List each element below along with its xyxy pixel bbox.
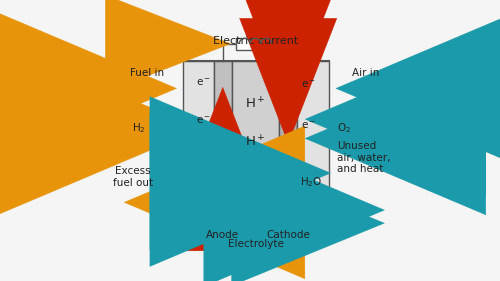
Text: H$_2$O: H$_2$O: [300, 175, 322, 189]
Text: Excess
fuel out: Excess fuel out: [113, 166, 153, 188]
Text: e$^-$: e$^-$: [196, 77, 212, 88]
Text: Fuel in: Fuel in: [130, 68, 164, 78]
Bar: [236, 38, 275, 50]
Bar: [280, 62, 297, 227]
Text: Electric current: Electric current: [213, 36, 298, 46]
Bar: [232, 62, 280, 227]
Text: Air in: Air in: [352, 68, 380, 78]
Text: O$_2$: O$_2$: [337, 121, 351, 135]
Bar: [214, 62, 232, 227]
Text: Unused
air, water,
and heat: Unused air, water, and heat: [337, 141, 390, 174]
Text: H$^+$: H$^+$: [245, 135, 266, 150]
Text: Electrolyte: Electrolyte: [228, 239, 283, 249]
Text: Anode: Anode: [206, 230, 239, 240]
Bar: [183, 62, 214, 227]
Text: e$^-$: e$^-$: [196, 115, 212, 126]
Text: e$^-$: e$^-$: [301, 120, 316, 131]
Text: H$^+$: H$^+$: [245, 96, 266, 112]
Text: H$_2$: H$_2$: [132, 121, 145, 135]
Text: Cathode: Cathode: [266, 230, 310, 240]
Text: e$^-$: e$^-$: [301, 79, 316, 90]
Bar: [297, 62, 330, 227]
